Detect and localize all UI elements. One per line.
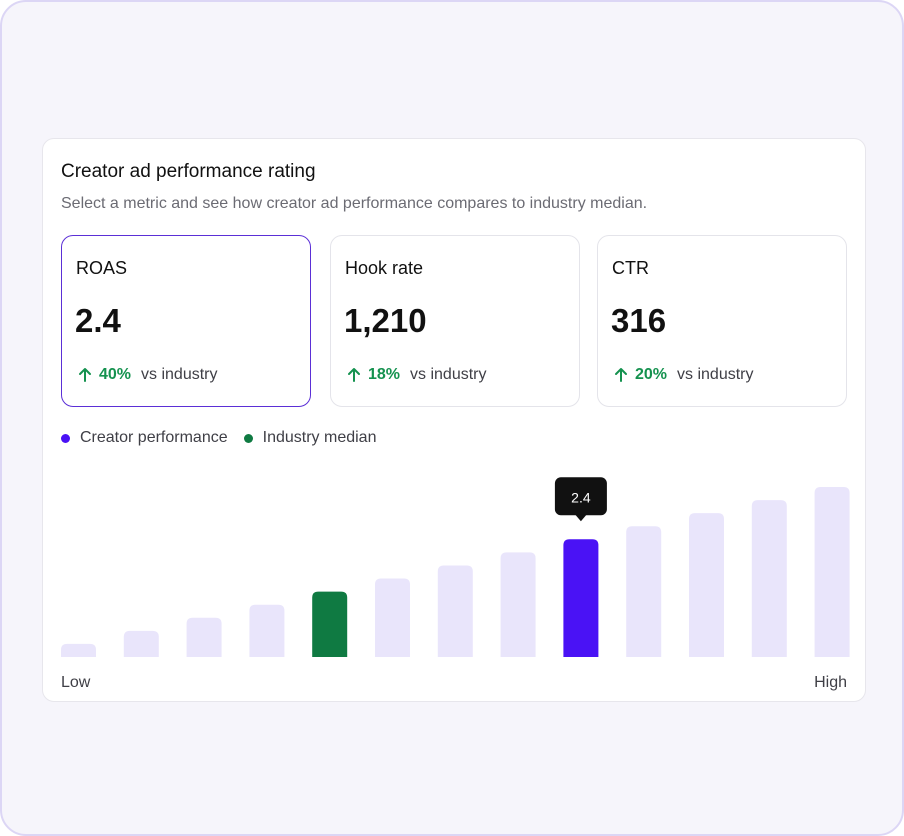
chart-bar[interactable] (437, 565, 473, 657)
metric-change: 40% vs industry (76, 366, 218, 384)
chart-bar[interactable] (375, 578, 410, 657)
metric-change: 18% vs industry (345, 366, 487, 384)
performance-card: Creator ad performance rating Select a m… (42, 138, 866, 702)
metric-value: 1,210 (344, 302, 427, 339)
legend-label-creator: Creator performance (80, 429, 228, 446)
arrow-up-icon (79, 368, 91, 382)
change-percent: 40% (99, 366, 132, 383)
axis-label-low: Low (61, 674, 91, 691)
chart-bar[interactable] (814, 487, 850, 657)
arrow-up-icon (348, 368, 360, 382)
tooltip-pointer (574, 514, 587, 522)
chart-bar[interactable] (186, 617, 222, 657)
legend-dot-industry (243, 433, 253, 443)
chart-bar[interactable] (123, 630, 159, 657)
legend-item-creator: Creator performance (61, 429, 228, 447)
change-percent: 18% (368, 366, 401, 383)
metric-card-roas[interactable]: ROAS 2.4 40% vs industry (61, 235, 311, 407)
metric-value: 316 (611, 302, 667, 339)
chart-bar[interactable] (689, 513, 724, 657)
legend-item-industry: Industry median (243, 429, 377, 447)
chart-bar[interactable] (626, 526, 662, 657)
metric-label: Hook rate (345, 258, 424, 278)
chart-bar[interactable] (61, 643, 96, 657)
arrow-up-icon (615, 368, 627, 382)
metric-card-hook-rate[interactable]: Hook rate 1,210 18% vs industry (330, 235, 580, 407)
legend-label-industry: Industry median (262, 429, 377, 446)
bar-industry-median[interactable] (312, 591, 348, 657)
metric-card-ctr[interactable]: CTR 316 20% vs industry (597, 235, 847, 407)
change-suffix: vs industry (410, 366, 487, 383)
tooltip-value: 2.4 (571, 489, 591, 505)
change-suffix: vs industry (677, 366, 754, 383)
card-subtitle: Select a metric and see how creator ad p… (61, 195, 648, 212)
card-title: Creator ad performance rating (61, 161, 316, 182)
change-percent: 20% (635, 366, 668, 383)
legend-dot-creator (61, 433, 70, 443)
rating-bar-chart: 2.4 (61, 477, 850, 657)
metric-label: ROAS (76, 258, 128, 278)
change-suffix: vs industry (141, 366, 218, 383)
metric-value: 2.4 (75, 302, 121, 339)
chart-bar[interactable] (249, 604, 285, 657)
chart-legend: Creator performance Industry median (61, 429, 392, 447)
metric-label: CTR (612, 258, 649, 278)
axis-label-high: High (814, 674, 847, 691)
value-tooltip: 2.4 (554, 477, 607, 522)
chart-bar[interactable] (751, 500, 787, 657)
tooltip-box (554, 477, 607, 516)
bar-creator[interactable] (563, 539, 599, 657)
metric-change: 20% vs industry (612, 366, 754, 384)
chart-bar[interactable] (500, 552, 536, 657)
